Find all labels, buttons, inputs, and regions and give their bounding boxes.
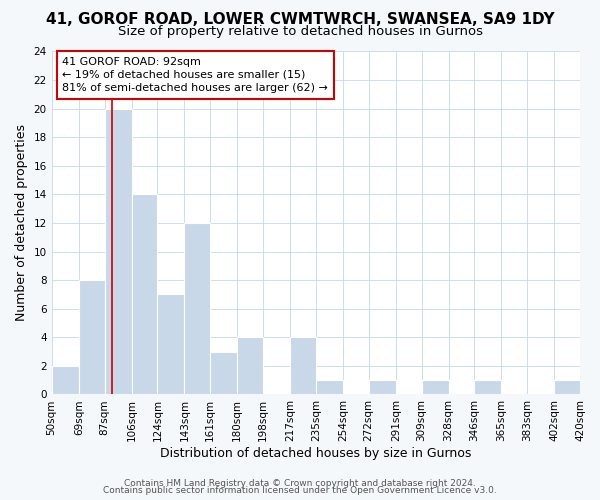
Text: 41 GOROF ROAD: 92sqm
← 19% of detached houses are smaller (15)
81% of semi-detac: 41 GOROF ROAD: 92sqm ← 19% of detached h… xyxy=(62,56,328,93)
Bar xyxy=(475,380,502,394)
Bar xyxy=(368,380,396,394)
Bar xyxy=(157,294,184,394)
Bar xyxy=(184,223,210,394)
Bar xyxy=(104,108,131,395)
Bar xyxy=(421,380,449,394)
Text: 41, GOROF ROAD, LOWER CWMTWRCH, SWANSEA, SA9 1DY: 41, GOROF ROAD, LOWER CWMTWRCH, SWANSEA,… xyxy=(46,12,554,28)
Bar xyxy=(210,352,237,395)
Bar xyxy=(52,366,79,394)
Bar xyxy=(237,338,263,394)
Text: Contains HM Land Registry data © Crown copyright and database right 2024.: Contains HM Land Registry data © Crown c… xyxy=(124,478,476,488)
Bar xyxy=(79,280,104,394)
Text: Contains public sector information licensed under the Open Government Licence v3: Contains public sector information licen… xyxy=(103,486,497,495)
Bar xyxy=(554,380,580,394)
X-axis label: Distribution of detached houses by size in Gurnos: Distribution of detached houses by size … xyxy=(160,447,472,460)
Y-axis label: Number of detached properties: Number of detached properties xyxy=(15,124,28,322)
Text: Size of property relative to detached houses in Gurnos: Size of property relative to detached ho… xyxy=(118,25,482,38)
Bar xyxy=(290,338,316,394)
Bar xyxy=(316,380,343,394)
Bar xyxy=(131,194,157,394)
